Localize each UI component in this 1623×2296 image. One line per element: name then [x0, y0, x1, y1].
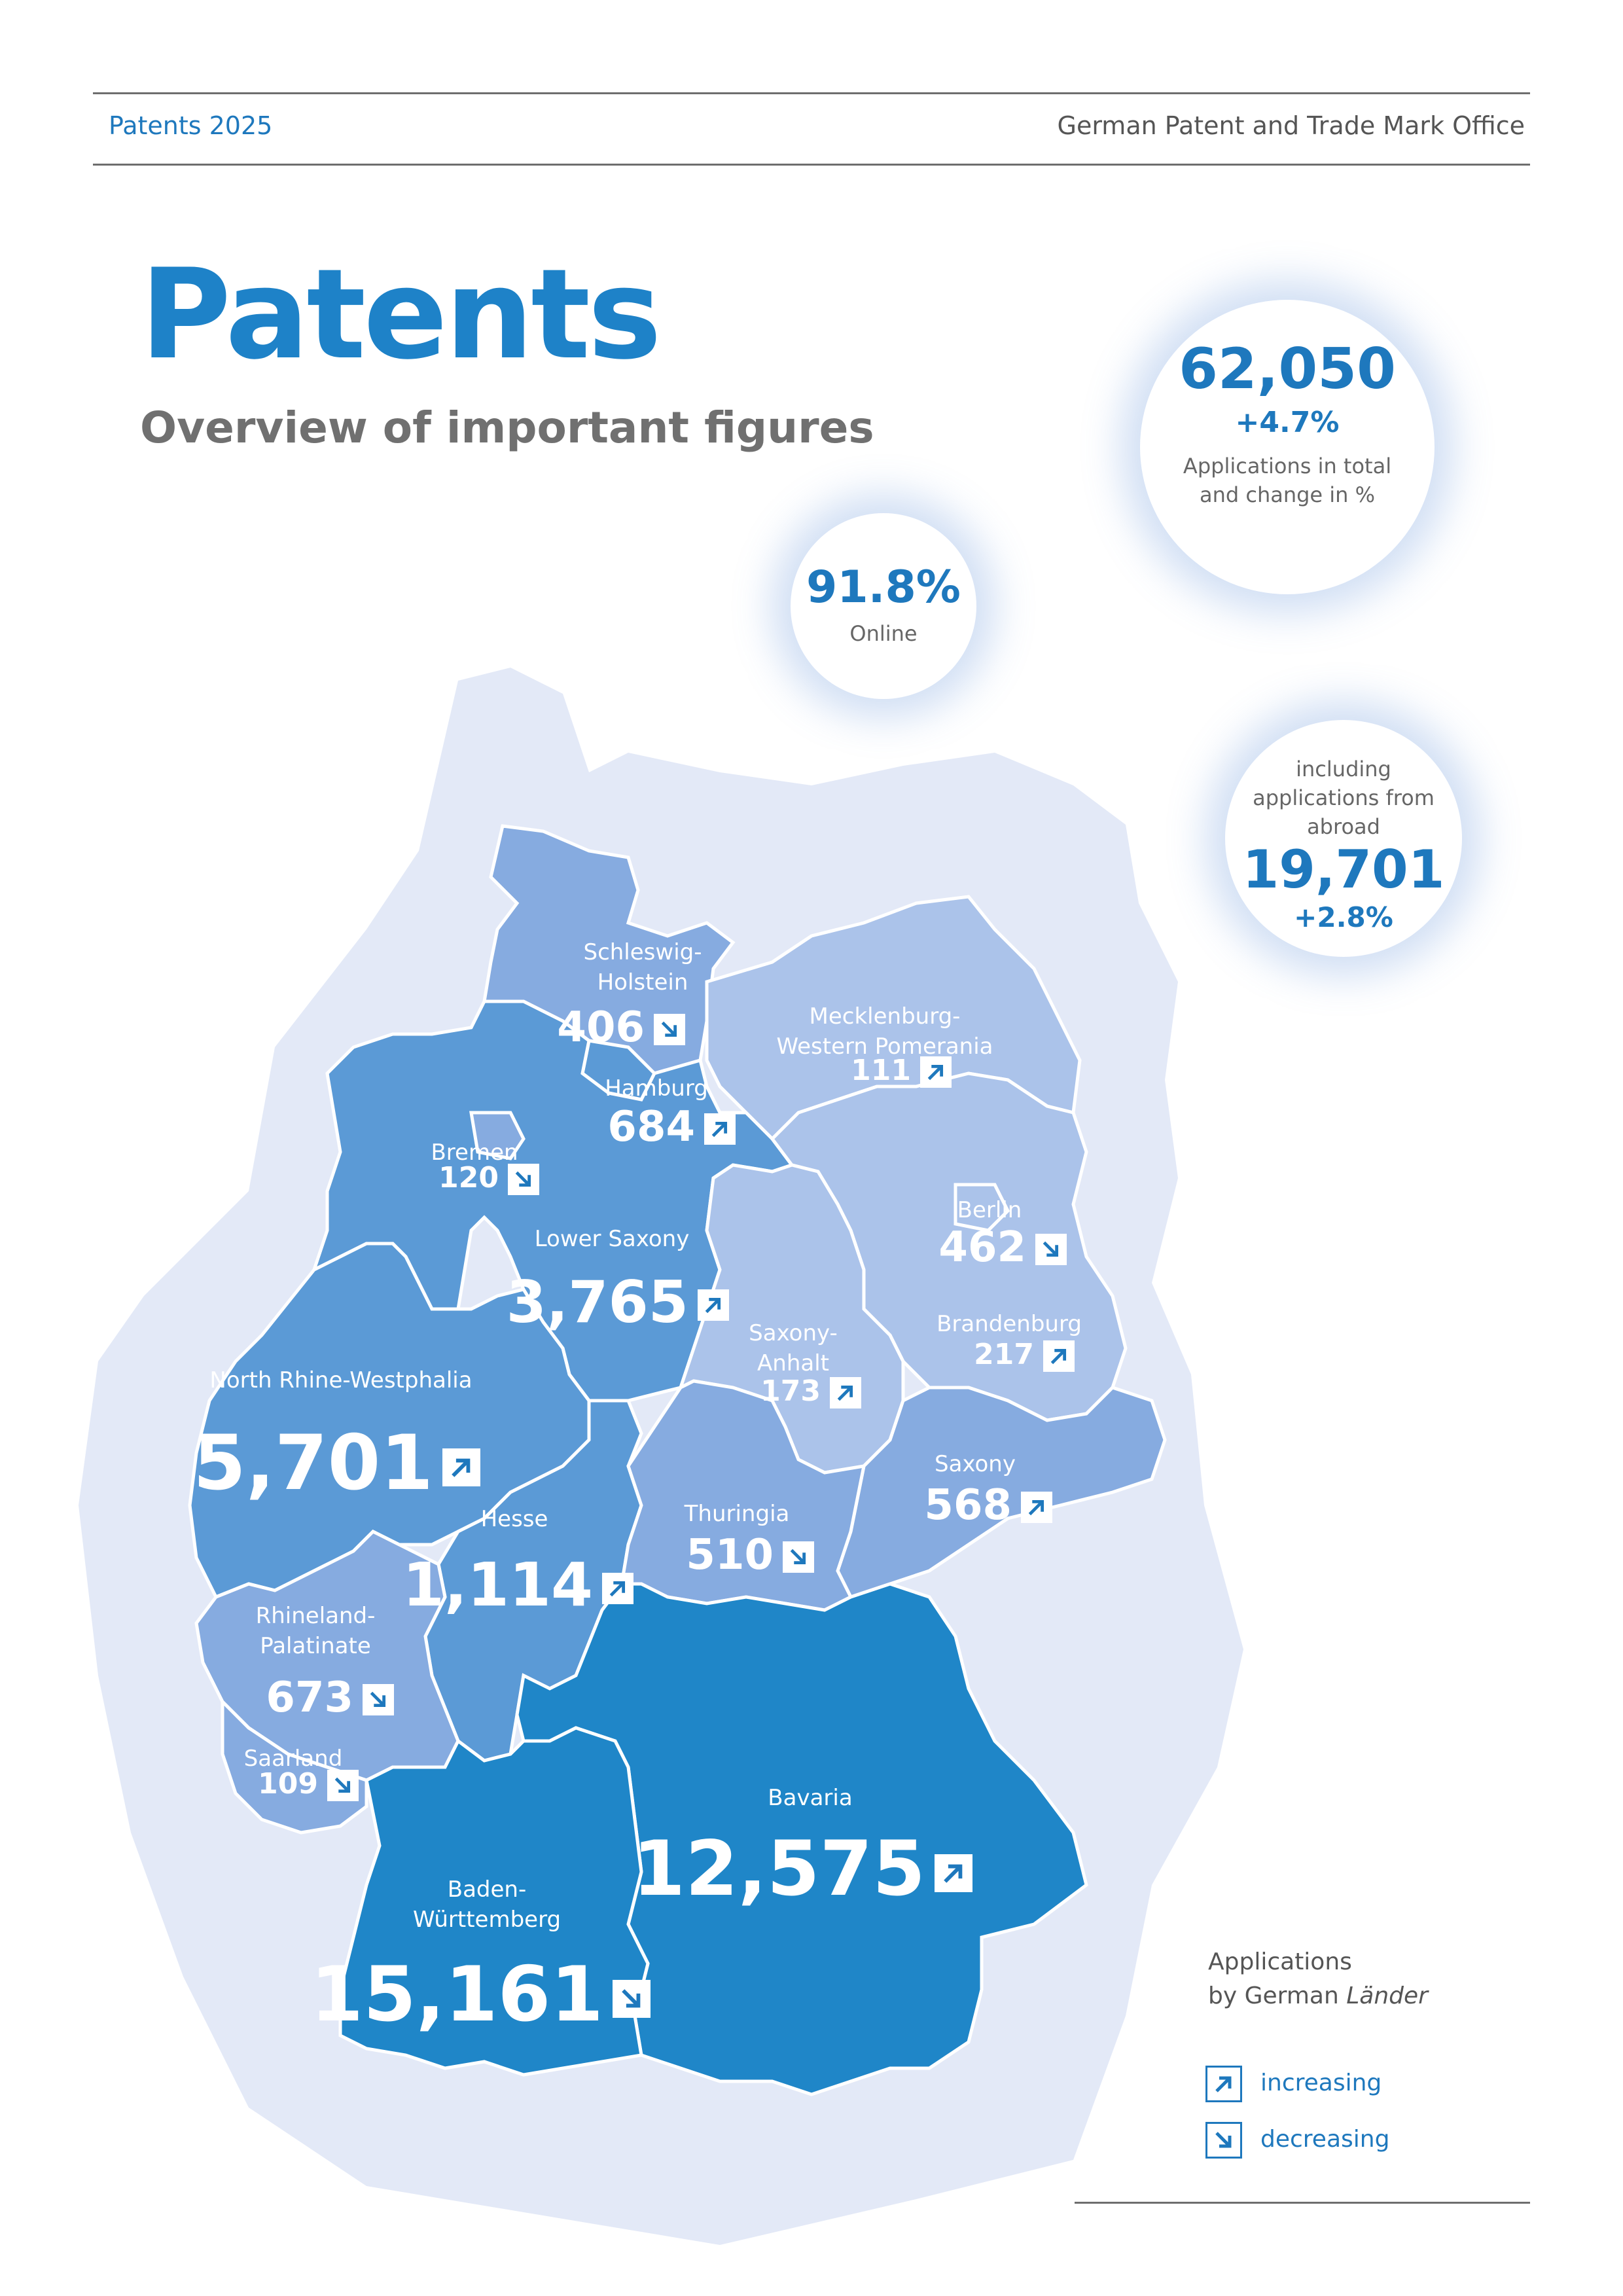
region-value-text: 15,161	[310, 1950, 603, 2039]
increasing-arrow-icon	[935, 1854, 972, 1892]
decreasing-arrow-icon	[1205, 2122, 1242, 2159]
region-name-mecklenburg-western-pomerania: Mecklenburg-Western Pomerania	[688, 1001, 1081, 1062]
region-name-schleswig-holstein: Schleswig-Holstein	[446, 937, 839, 997]
increasing-arrow-icon	[920, 1056, 952, 1088]
abroad-label-3: abroad	[1225, 814, 1462, 839]
total-applications-label-2: and change in %	[1140, 482, 1435, 507]
abroad-label-1: including	[1225, 757, 1462, 781]
region-value-text: 673	[266, 1674, 353, 1722]
region-name-line1: Bavaria	[614, 1783, 1007, 1813]
region-value-baden-wurttemberg: 15,161	[145, 1953, 603, 2037]
region-value-schleswig-holstein: 406	[187, 1005, 645, 1050]
legend-title: Applications by German Länder	[1208, 1945, 1428, 2013]
region-name-line1: Saxony-	[597, 1318, 990, 1348]
region-name-saxony: Saxony	[779, 1449, 1171, 1479]
region-name-baden-wurttemberg: Baden-Württemberg	[291, 1874, 683, 1935]
footer-rule	[1075, 2202, 1530, 2204]
total-applications-change: +4.7%	[1140, 406, 1435, 439]
region-name-line1: Mecklenburg-	[688, 1001, 1081, 1031]
region-name-line1: Hamburg	[460, 1073, 853, 1103]
region-name-line2: Holstein	[446, 967, 839, 997]
region-name-line1: Baden-	[291, 1874, 683, 1905]
decreasing-arrow-icon	[327, 1770, 359, 1801]
region-value-text: 462	[938, 1223, 1026, 1272]
legend-decreasing: decreasing	[1205, 2122, 1389, 2159]
region-name-line1: North Rhine-Westphalia	[145, 1365, 537, 1395]
region-value-rhineland-palatinate: 673	[0, 1675, 353, 1721]
legend-title-italic: Länder	[1346, 1982, 1428, 2009]
legend-increasing: increasing	[1205, 2066, 1382, 2102]
total-applications-bubble: 62,050 +4.7% Applications in total and c…	[1140, 300, 1435, 594]
region-name-hamburg: Hamburg	[460, 1073, 853, 1103]
region-value-text: 568	[924, 1481, 1012, 1530]
legend-title-plain: by German	[1208, 1982, 1346, 2009]
legend-title-line1: Applications	[1208, 1945, 1428, 1979]
legend-decreasing-label: decreasing	[1260, 2126, 1389, 2153]
region-name-line1: Schleswig-	[446, 937, 839, 967]
region-value-north-rhine-westphalia: 5,701	[0, 1422, 433, 1505]
increasing-arrow-icon	[1021, 1492, 1052, 1523]
region-value-text: 111	[851, 1054, 911, 1087]
decreasing-arrow-icon	[508, 1164, 539, 1195]
region-name-rhineland-palatinate: Rhineland-Palatinate	[119, 1601, 512, 1661]
increasing-arrow-icon	[698, 1289, 729, 1321]
increasing-arrow-icon	[830, 1377, 861, 1408]
region-name-line1: Saxony	[779, 1449, 1171, 1479]
decreasing-arrow-icon	[363, 1684, 394, 1715]
increasing-arrow-icon	[1043, 1340, 1075, 1372]
increasing-arrow-icon	[1205, 2066, 1242, 2102]
region-name-north-rhine-westphalia: North Rhine-Westphalia	[145, 1365, 537, 1395]
region-value-text: 173	[760, 1374, 821, 1408]
region-name-line1: Berlin	[793, 1195, 1186, 1225]
region-name-line2: Württemberg	[291, 1905, 683, 1935]
abroad-applications-change: +2.8%	[1225, 901, 1462, 933]
abroad-applications-value: 19,701	[1225, 839, 1462, 900]
region-value-thuringia: 510	[315, 1532, 774, 1578]
abroad-applications-bubble: including applications from abroad 19,70…	[1225, 720, 1462, 957]
increasing-arrow-icon	[442, 1448, 480, 1486]
region-value-text: 406	[557, 1003, 645, 1052]
decreasing-arrow-icon	[783, 1541, 814, 1573]
region-value-berlin: 462	[568, 1225, 1026, 1270]
region-name-saxony-anhalt: Saxony-Anhalt	[597, 1318, 990, 1378]
decreasing-arrow-icon	[613, 1980, 651, 2018]
region-name-berlin: Berlin	[793, 1195, 1186, 1225]
online-share-bubble: 91.8% Online	[791, 513, 976, 699]
online-share-label: Online	[791, 621, 976, 646]
region-name-line1: Rhineland-	[119, 1601, 512, 1631]
region-value-saarland: 109	[0, 1768, 318, 1800]
legend-increasing-label: increasing	[1260, 2070, 1382, 2096]
region-value-text: 109	[258, 1767, 318, 1801]
region-name-bavaria: Bavaria	[614, 1783, 1007, 1813]
increasing-arrow-icon	[704, 1113, 736, 1145]
region-value-text: 120	[438, 1161, 499, 1194]
region-value-bremen: 120	[41, 1162, 499, 1194]
region-value-text: 5,701	[193, 1419, 433, 1507]
legend-title-line2: by German Länder	[1208, 1979, 1428, 2013]
decreasing-arrow-icon	[1035, 1234, 1067, 1265]
total-applications-value: 62,050	[1140, 336, 1435, 402]
online-share-value: 91.8%	[791, 562, 976, 613]
region-name-thuringia: Thuringia	[541, 1499, 933, 1529]
region-name-line1: Thuringia	[541, 1499, 933, 1529]
region-value-text: 510	[686, 1531, 774, 1579]
decreasing-arrow-icon	[654, 1014, 685, 1045]
total-applications-label-1: Applications in total	[1140, 454, 1435, 478]
abroad-label-2: applications from	[1225, 785, 1462, 810]
region-name-line2: Palatinate	[119, 1631, 512, 1661]
